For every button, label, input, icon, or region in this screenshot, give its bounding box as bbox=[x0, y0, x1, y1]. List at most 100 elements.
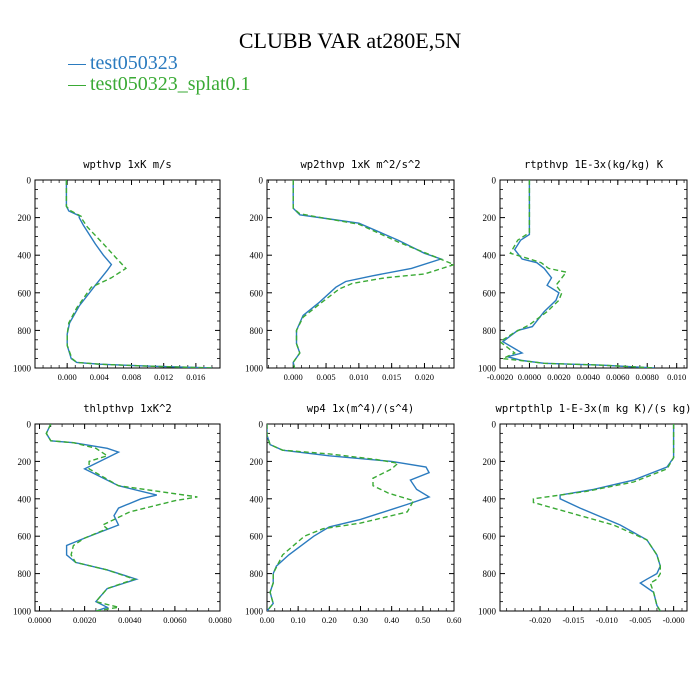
x-tick-label: 0.020 bbox=[415, 372, 434, 382]
panel-title: wp4 1x(m^4)/(s^4) bbox=[307, 403, 414, 415]
x-tick-label: 0.000 bbox=[284, 372, 303, 382]
x-tick-label: 0.0040 bbox=[577, 372, 600, 382]
plot-frame bbox=[34, 423, 221, 612]
y-tick-label: 400 bbox=[483, 494, 497, 504]
y-tick-label: 600 bbox=[250, 532, 264, 542]
plot-frame bbox=[266, 179, 455, 369]
panel-1: wpthvp 1xK m/s 0 200 400 600 800 1000 0.000 0.00… bbox=[13, 159, 221, 382]
x-tick-label: 0.010 bbox=[349, 372, 368, 382]
y-tick-label: 600 bbox=[483, 532, 497, 542]
x-tick-label: 0.10 bbox=[291, 615, 306, 625]
y-tick-label: 400 bbox=[250, 251, 264, 261]
legend-swatch-1 bbox=[68, 63, 86, 65]
y-tick-label: 0 bbox=[27, 420, 32, 430]
x-tick-label: 0.00 bbox=[260, 615, 275, 625]
y-tick-label: 1000 bbox=[13, 607, 32, 617]
panel-3: rtpthvp 1E-3x(kg/kg) K 0 200 400 600 800 1000-… bbox=[478, 159, 688, 382]
y-tick-label: 0 bbox=[492, 176, 497, 186]
series-line-1 bbox=[559, 424, 675, 611]
plot-frame bbox=[499, 423, 688, 612]
x-tick-label: 0.015 bbox=[382, 372, 401, 382]
plot-frame bbox=[499, 179, 688, 369]
legend-label-2: test050323_splat0.1 bbox=[90, 73, 251, 95]
series-line-1 bbox=[267, 424, 431, 611]
y-tick-label: 400 bbox=[18, 251, 32, 261]
x-tick-label: 0.30 bbox=[353, 615, 368, 625]
panel-title: rtpthvp 1E-3x(kg/kg) K bbox=[524, 159, 664, 171]
y-tick-label: 0 bbox=[259, 176, 264, 186]
x-tick-label: 0.012 bbox=[154, 372, 173, 382]
y-tick-label: 1000 bbox=[13, 364, 32, 374]
x-tick-label: -0.010 bbox=[596, 615, 618, 625]
x-tick-label: 0.0040 bbox=[118, 615, 141, 625]
x-tick-label: 0.004 bbox=[90, 372, 110, 382]
y-tick-label: 800 bbox=[250, 569, 264, 579]
y-tick-label: 800 bbox=[18, 326, 32, 336]
y-tick-label: 200 bbox=[483, 213, 497, 223]
x-tick-label: 0.005 bbox=[316, 372, 335, 382]
plot-frame bbox=[34, 179, 221, 369]
x-tick-label: 0.50 bbox=[415, 615, 430, 625]
legend-item-1: test050323 bbox=[68, 52, 178, 75]
y-tick-label: 600 bbox=[250, 288, 264, 298]
y-tick-label: 200 bbox=[250, 457, 264, 467]
panel-title: wp2thvp 1xK m^2/s^2 bbox=[300, 159, 420, 171]
panel-6: wprtpthlp 1-E-3x(m kg K)/(s kg) 0 200 400 60… bbox=[478, 403, 691, 625]
x-tick-label: 0.0020 bbox=[73, 615, 96, 625]
series-line-2 bbox=[292, 180, 454, 368]
y-tick-label: 400 bbox=[250, 494, 264, 504]
x-tick-label: -0.005 bbox=[629, 615, 651, 625]
y-tick-label: 0 bbox=[492, 420, 497, 430]
x-tick-label: 0.0080 bbox=[208, 615, 231, 625]
y-tick-label: 600 bbox=[18, 532, 32, 542]
y-tick-label: 800 bbox=[18, 569, 32, 579]
y-tick-label: 200 bbox=[483, 457, 497, 467]
x-tick-label: -0.000 bbox=[663, 615, 685, 625]
y-tick-label: 800 bbox=[483, 569, 497, 579]
panel-title: wpthvp 1xK m/s bbox=[83, 159, 172, 171]
series-line-1 bbox=[292, 180, 444, 368]
legend-item-2: test050323_splat0.1 bbox=[68, 73, 251, 96]
y-tick-label: 600 bbox=[18, 288, 32, 298]
panel-title: thlpthvp 1xK^2 bbox=[83, 403, 172, 415]
legend-label-1: test050323 bbox=[90, 52, 178, 74]
x-tick-label: 0.60 bbox=[447, 615, 462, 625]
y-tick-label: 800 bbox=[483, 326, 497, 336]
x-tick-label: 0.40 bbox=[384, 615, 399, 625]
x-tick-label: -0.015 bbox=[562, 615, 584, 625]
y-tick-label: 1000 bbox=[245, 607, 264, 617]
y-tick-label: 400 bbox=[483, 251, 497, 261]
y-tick-label: 1000 bbox=[478, 607, 497, 617]
y-tick-label: 400 bbox=[18, 494, 32, 504]
y-tick-label: 200 bbox=[18, 213, 32, 223]
y-tick-label: 200 bbox=[18, 457, 32, 467]
y-tick-label: 1000 bbox=[478, 364, 497, 374]
series-line-1 bbox=[501, 180, 655, 368]
x-tick-label: -0.0020 bbox=[487, 372, 513, 382]
series-line-1 bbox=[45, 424, 157, 611]
x-tick-label: 0.010 bbox=[667, 372, 686, 382]
series-line-2 bbox=[267, 424, 415, 611]
y-tick-label: 1000 bbox=[245, 364, 264, 374]
y-tick-label: 200 bbox=[250, 213, 264, 223]
x-tick-label: 0.0060 bbox=[163, 615, 186, 625]
x-tick-label: 0.0080 bbox=[636, 372, 659, 382]
y-tick-label: 600 bbox=[483, 288, 497, 298]
y-tick-label: 0 bbox=[27, 176, 32, 186]
x-tick-label: -0.020 bbox=[529, 615, 551, 625]
x-tick-label: 0.20 bbox=[322, 615, 337, 625]
x-tick-label: 0.0000 bbox=[28, 615, 51, 625]
panel-2: wp2thvp 1xK m^2/s^2 0 200 400 600 800 1000 0.00… bbox=[245, 159, 455, 382]
legend-swatch-2 bbox=[68, 84, 86, 86]
x-tick-label: 0.0020 bbox=[547, 372, 570, 382]
series-line-2 bbox=[500, 180, 655, 368]
x-tick-label: 0.0000 bbox=[518, 372, 541, 382]
series-line-1 bbox=[65, 180, 213, 368]
series-line-2 bbox=[65, 180, 213, 368]
series-line-2 bbox=[45, 424, 198, 611]
x-tick-label: 0.008 bbox=[122, 372, 141, 382]
panel-title: wprtpthlp 1-E-3x(m kg K)/(s kg) bbox=[496, 403, 692, 415]
